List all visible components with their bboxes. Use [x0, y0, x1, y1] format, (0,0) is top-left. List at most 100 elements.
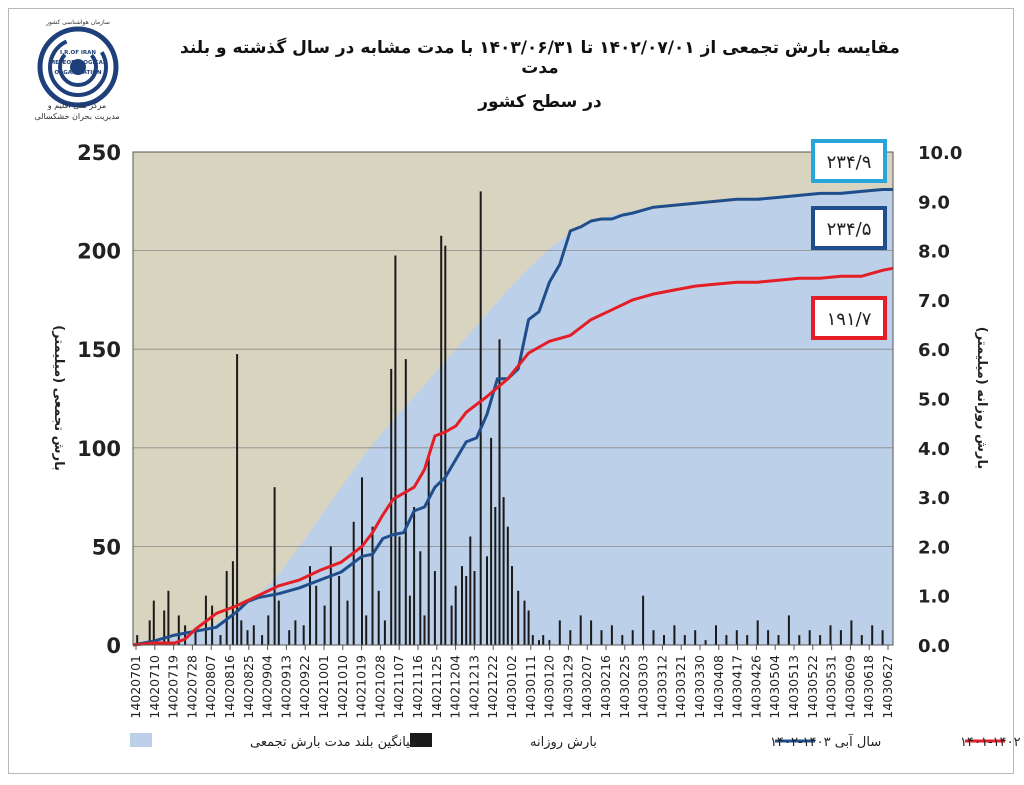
x-tick-label: 14020807: [203, 655, 218, 719]
x-tick-label: 14030225: [617, 655, 632, 719]
left-tick-label: 0: [106, 634, 121, 658]
daily-rain-bar: [390, 368, 393, 645]
x-tick-label: 14030312: [654, 655, 669, 719]
x-tick-label: 14021213: [466, 655, 481, 719]
daily-rain-bar: [252, 625, 255, 645]
daily-rain-bar: [427, 457, 430, 645]
legend-label: سال آبی ۱۴۰۳-۱۴۰۲: [770, 733, 881, 750]
daily-rain-bar: [517, 590, 520, 645]
daily-rain-bar: [725, 635, 728, 645]
x-tick-label: 14030513: [786, 655, 801, 719]
x-tick-label: 14020913: [278, 655, 293, 719]
daily-rain-bar: [211, 605, 214, 645]
x-tick-label: 14030303: [636, 655, 651, 719]
x-tick-label: 14030111: [523, 655, 538, 719]
daily-rain-bar: [767, 630, 770, 645]
daily-rain-bar: [236, 354, 239, 645]
daily-rain-bar: [652, 630, 655, 645]
logo-caption: مرکز ملی اقلیم و مدیریت بحران خشکسالی: [22, 100, 132, 122]
x-tick-label: 14030207: [579, 655, 594, 719]
daily-rain-bar: [860, 635, 863, 645]
daily-rain-bar: [569, 630, 572, 645]
daily-rain-bar: [167, 590, 170, 645]
legend-swatch: [130, 733, 152, 747]
x-tick-label: 14021107: [391, 655, 406, 719]
right-tick-label: 5.0: [918, 390, 950, 411]
x-tick-label: 14021116: [410, 655, 425, 719]
daily-rain-bar: [642, 595, 645, 645]
daily-rain-bar: [542, 635, 545, 645]
daily-rain-bar: [511, 566, 513, 645]
daily-rain-bar: [829, 625, 832, 645]
daily-rain-bar: [527, 610, 530, 645]
chart-title: مقایسه بارش تجمعی از ۱۴۰۲/۰۷/۰۱ تا ۱۴۰۳/…: [180, 38, 900, 78]
right-tick-label: 9.0: [918, 192, 950, 213]
daily-rain-bar: [423, 615, 426, 645]
x-tick-label: 14030504: [767, 655, 782, 719]
plot-border: [132, 151, 894, 646]
x-tick-label: 14020719: [166, 655, 181, 719]
daily-rain-bar: [444, 245, 447, 645]
right-tick-label: 4.0: [918, 439, 950, 460]
daily-rain-bar: [498, 339, 501, 645]
logo-text-en-1: I.R.OF IRAN: [60, 50, 96, 56]
daily-rain-bar: [433, 571, 436, 645]
left-tick-label: 200: [77, 240, 121, 264]
daily-rain-bar: [338, 576, 341, 645]
daily-rain-bar: [323, 605, 326, 645]
x-tick-label: 14030417: [730, 655, 745, 719]
daily-rain-bar: [136, 635, 139, 645]
daily-rain-bar: [808, 630, 811, 645]
right-axis-label: بارش روزانه (میلیمتر): [974, 327, 989, 469]
daily-rain-bar: [261, 635, 264, 645]
daily-rain-bar: [419, 551, 422, 645]
x-tick-label: 14030531: [824, 655, 839, 719]
right-tick-label: 10.0: [918, 143, 962, 164]
logo-text-en-3: ORGANIZATION: [54, 70, 102, 76]
daily-rain-bar: [881, 630, 884, 645]
left-tick-label: 100: [77, 437, 121, 461]
daily-rain-bar: [398, 536, 401, 645]
x-tick-label: 14030627: [880, 655, 895, 719]
daily-rain-bar: [246, 630, 249, 645]
daily-rain-bar: [494, 507, 497, 645]
daily-rain-bar: [777, 635, 780, 645]
x-tick-label: 14020816: [222, 655, 237, 719]
daily-rain-bar: [404, 359, 407, 645]
daily-rain-bar: [408, 595, 411, 645]
right-tick-label: 1.0: [918, 587, 950, 608]
logo-caption-line2: مدیریت بحران خشکسالی: [34, 112, 120, 121]
logo-caption-line1: مرکز ملی اقلیم و: [47, 101, 107, 110]
daily-rain-bar: [473, 571, 476, 645]
x-tick-label: 14021028: [372, 655, 387, 719]
daily-rain-bar: [694, 630, 697, 645]
daily-rain-bar: [756, 620, 759, 645]
daily-rain-bar: [394, 255, 397, 645]
daily-rain-bar: [538, 640, 540, 645]
daily-rain-bar: [663, 635, 665, 645]
daily-rain-bar: [177, 615, 180, 645]
daily-rain-bar: [839, 630, 842, 645]
value-box-label: ۲۳۴/۵: [827, 219, 872, 240]
daily-rain-bar: [361, 477, 363, 645]
daily-rain-bar: [329, 546, 332, 645]
daily-rain-bar: [440, 235, 443, 646]
daily-rain-bar: [365, 615, 368, 645]
x-tick-label: 14020701: [128, 655, 143, 719]
daily-rain-bar: [490, 437, 493, 645]
value-box-label: ۲۳۴/۹: [827, 152, 872, 173]
daily-rain-bar: [450, 605, 453, 645]
daily-rain-bar: [479, 191, 482, 645]
daily-rain-bar: [148, 620, 151, 645]
daily-rain-bar: [377, 590, 380, 645]
legend-label: بارش روزانه: [530, 735, 597, 750]
daily-rain-bar: [735, 630, 738, 645]
daily-rain-bar: [787, 615, 790, 645]
daily-rain-bar: [273, 487, 276, 645]
daily-rain-bar: [465, 576, 468, 645]
x-tick-label: 14030609: [842, 655, 857, 719]
x-tick-label: 14030522: [805, 655, 820, 719]
right-tick-label: 8.0: [918, 242, 950, 263]
x-tick-label: 14030618: [861, 655, 876, 719]
